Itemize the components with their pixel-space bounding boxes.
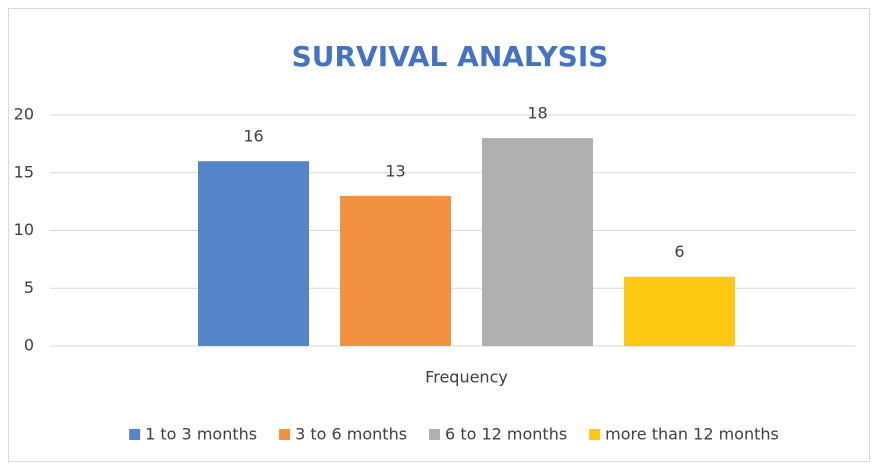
y-tick-label: 15	[14, 162, 34, 181]
y-tick-label: 20	[14, 105, 34, 124]
legend-label: 6 to 12 months	[445, 425, 567, 444]
x-tick-label: Frequency	[425, 368, 508, 387]
legend-label: 3 to 6 months	[295, 425, 407, 444]
bar	[340, 195, 451, 346]
legend-swatch	[129, 429, 141, 440]
y-tick-label: 10	[14, 220, 34, 239]
y-tick-label: 5	[24, 278, 34, 297]
bar	[198, 161, 309, 346]
data-label: 18	[527, 104, 547, 123]
legend-swatch	[279, 429, 291, 440]
legend-label: more than 12 months	[605, 425, 779, 444]
data-label: 16	[243, 127, 263, 146]
legend-swatch	[589, 429, 601, 440]
bar	[624, 276, 735, 346]
chart-title: SURVIVAL ANALYSIS	[292, 40, 609, 73]
y-tick-label: 0	[24, 336, 34, 355]
legend-label: 1 to 3 months	[145, 425, 257, 444]
bar	[482, 138, 593, 346]
legend-swatch	[429, 429, 441, 440]
data-label: 6	[674, 242, 684, 261]
data-label: 13	[385, 161, 405, 180]
